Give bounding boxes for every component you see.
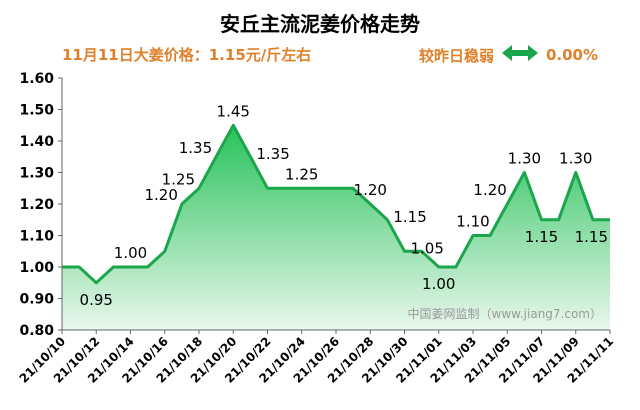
- data-label: 1.20: [473, 181, 506, 199]
- data-label: 1.00: [422, 275, 455, 293]
- trend-text: 较昨日稳弱: [418, 46, 494, 65]
- y-tick-label: 1.10: [19, 229, 54, 245]
- chart-title: 安丘主流泥姜价格走势: [220, 12, 420, 36]
- data-label: 1.05: [411, 239, 444, 257]
- data-label: 1.15: [525, 228, 558, 246]
- y-tick-label: 0.90: [19, 292, 54, 308]
- y-tick-label: 1.60: [19, 71, 54, 87]
- trend-value: 0.00%: [545, 46, 598, 64]
- data-label: 1.15: [393, 208, 426, 226]
- data-label: 1.25: [285, 165, 318, 183]
- data-label: 1.35: [179, 139, 212, 157]
- area-fill: [62, 125, 610, 330]
- data-label: 1.30: [508, 150, 541, 168]
- data-label: 1.25: [162, 170, 195, 188]
- data-label: 1.30: [559, 150, 592, 168]
- data-label: 1.35: [256, 145, 289, 163]
- y-tick-label: 1.30: [19, 166, 54, 182]
- watermark: 中国姜网监制（www.jiang7.com）: [408, 306, 602, 321]
- y-tick-label: 1.40: [19, 134, 54, 150]
- y-tick-label: 1.00: [19, 260, 54, 276]
- y-tick-label: 0.80: [19, 323, 54, 339]
- data-label: 1.45: [217, 102, 250, 120]
- y-tick-label: 1.50: [19, 103, 54, 119]
- data-label: 1.20: [144, 186, 177, 204]
- data-label: 1.10: [456, 213, 489, 231]
- data-label: 1.00: [114, 244, 147, 262]
- data-label: 1.20: [354, 181, 387, 199]
- price-note: 11月11日大姜价格：1.15元/斤左右: [62, 46, 312, 64]
- trend-summary: 较昨日稳弱 0.00%: [419, 44, 598, 66]
- double-arrow-icon: [501, 44, 538, 66]
- data-label: 0.95: [80, 291, 113, 309]
- y-tick-label: 1.20: [19, 197, 54, 213]
- series-line: [62, 123, 610, 285]
- data-label: 1.15: [575, 228, 608, 246]
